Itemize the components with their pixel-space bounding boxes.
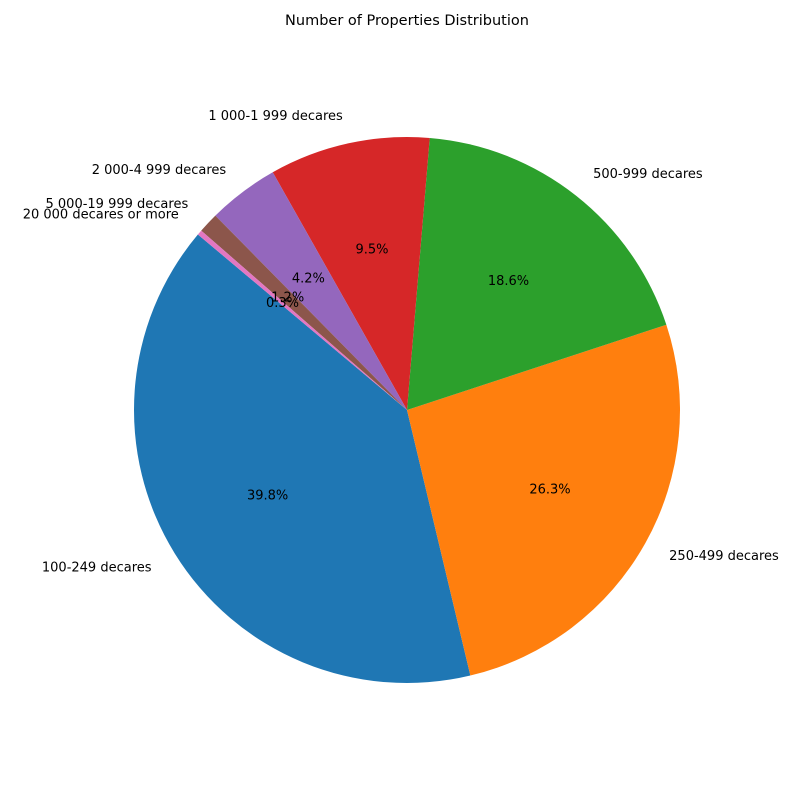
- pct-label-1-000-1-999-decares: 9.5%: [355, 242, 388, 257]
- slice-label-20-000-decares-or-more: 20 000 decares or more: [23, 207, 179, 222]
- slice-label-100-249-decares: 100-249 decares: [42, 560, 152, 575]
- pie-slice-2-000-4-999-decares: [215, 172, 407, 410]
- slice-label-250-499-decares: 250-499 decares: [669, 549, 779, 564]
- pie-slices: [133, 137, 680, 684]
- slice-label-500-999-decares: 500-999 decares: [593, 167, 703, 182]
- slice-label-5-000-19-999-decares: 5 000-19 999 decares: [46, 197, 189, 212]
- pct-label-100-249-decares: 39.8%: [247, 489, 288, 504]
- pie-slice-250-499-decares: [407, 324, 680, 676]
- slice-label-1-000-1-999-decares: 1 000-1 999 decares: [208, 109, 343, 124]
- pie-slice-100-249-decares: [133, 234, 471, 684]
- slice-label-2-000-4-999-decares: 2 000-4 999 decares: [92, 163, 227, 178]
- pct-label-250-499-decares: 26.3%: [529, 482, 570, 497]
- pie-labels: 100-249 decares 39.8% 250-499 decares 26.3%…: [23, 109, 779, 575]
- pie-slice-20-000-decares-or-more: [197, 230, 407, 410]
- pie-slice-1-000-1-999-decares: [272, 137, 430, 411]
- pct-label-20-000-decares-or-more: 0.3%: [266, 296, 299, 311]
- pct-label-500-999-decares: 18.6%: [488, 274, 529, 289]
- pct-label-5-000-19-999-decares: 1.2%: [271, 290, 304, 305]
- pie-slice-5-000-19-999-decares: [201, 215, 407, 410]
- pct-label-2-000-4-999-decares: 4.2%: [292, 272, 325, 287]
- chart-title: Number of Properties Distribution: [285, 13, 529, 29]
- pie-slice-500-999-decares: [407, 137, 667, 410]
